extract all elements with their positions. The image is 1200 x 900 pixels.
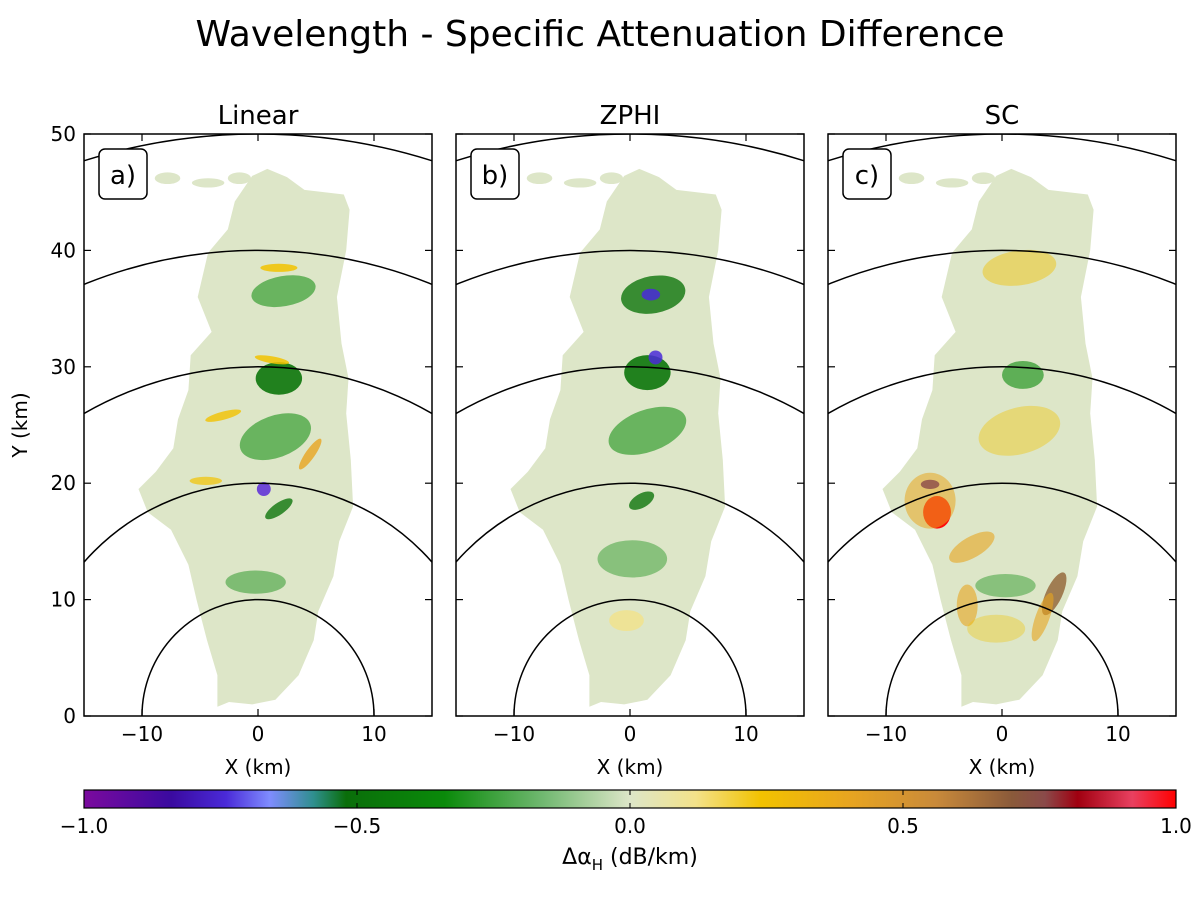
- attenuation-feature: [920, 479, 940, 490]
- attenuation-feature: [265, 498, 293, 520]
- echo-fragment: [191, 178, 225, 188]
- echo-field: [882, 168, 1098, 707]
- y-tick-label: 40: [51, 238, 76, 262]
- panel-tag-label: a): [110, 161, 136, 191]
- echo-fragment: [898, 172, 925, 185]
- x-tick-label: 0: [624, 722, 637, 746]
- range-ring-30km: [456, 366, 804, 415]
- colorbar: −1.0 −0.5 0.0 0.5 1.0 ΔαH (dB/km): [60, 789, 1192, 874]
- range-ring-40km: [84, 249, 432, 286]
- attenuation-feature: [904, 472, 956, 529]
- x-axis-label: X (km): [597, 755, 664, 779]
- attenuation-feature: [975, 573, 1036, 598]
- attenuation-feature: [189, 476, 223, 485]
- panel-3: −10 0 10 SC c) X (km): [827, 101, 1177, 779]
- panel-1: −10 0 10 0 10 20 30 40 50 Linear a) X (km): [51, 101, 433, 779]
- plot-area: [828, 134, 1176, 716]
- echo-fragment: [154, 172, 181, 185]
- figure-title: Wavelength - Specific Attenuation Differ…: [195, 14, 1004, 55]
- x-tick-label: 0: [252, 722, 265, 746]
- colorbar-label: ΔαH (dB/km): [562, 845, 698, 874]
- colorbar-tick-label: 1.0: [1160, 814, 1192, 838]
- colorbar-label-subscript: H: [592, 856, 603, 874]
- attenuation-feature: [298, 438, 322, 470]
- colorbar-tick-label: 0.0: [614, 814, 646, 838]
- plot-area: [84, 134, 432, 716]
- x-tick-label: 0: [996, 722, 1009, 746]
- attenuation-feature: [608, 406, 687, 455]
- range-ring-10km: [885, 598, 1119, 716]
- attenuation-feature: [1031, 592, 1054, 642]
- attenuation-feature: [949, 531, 995, 563]
- y-tick-label: 50: [51, 122, 76, 146]
- attenuation-feature: [978, 405, 1061, 456]
- panel-title: SC: [985, 101, 1020, 131]
- range-ring-20km: [456, 482, 804, 564]
- attenuation-feature: [641, 288, 661, 301]
- attenuation-feature: [1002, 360, 1044, 389]
- y-axis-label: Y (km): [8, 392, 32, 458]
- echo-fragment: [935, 178, 969, 188]
- panel-title: ZPHI: [600, 101, 661, 131]
- colorbar-tick-label: 0.5: [887, 814, 919, 838]
- range-ring-10km: [141, 598, 375, 716]
- range-ring-10km: [513, 598, 747, 716]
- range-ring-20km: [828, 482, 1176, 564]
- x-axis-label: X (km): [969, 755, 1036, 779]
- panel-tag-label: b): [482, 161, 509, 191]
- attenuation-feature: [251, 275, 316, 308]
- attenuation-feature: [982, 249, 1057, 286]
- echo-fragment: [526, 172, 553, 185]
- x-tick-label: 10: [1105, 722, 1130, 746]
- attenuation-feature: [609, 610, 644, 632]
- y-tick-label: 20: [51, 471, 76, 495]
- range-ring-30km: [828, 366, 1176, 415]
- x-tick-label: −10: [493, 722, 535, 746]
- colorbar-label-unit: (dB/km): [603, 845, 698, 870]
- attenuation-feature: [225, 570, 286, 594]
- attenuation-feature: [967, 614, 1026, 643]
- panel-tag-box: [842, 148, 892, 200]
- panel-tag: c): [842, 148, 892, 200]
- range-ring-40km: [828, 249, 1176, 286]
- panel-tag-label: c): [855, 161, 879, 191]
- y-tick-label: 30: [51, 355, 76, 379]
- echo-fragment: [599, 172, 624, 185]
- panel-tag: a): [98, 148, 148, 200]
- attenuation-feature: [256, 482, 271, 497]
- plot-area: [456, 134, 804, 716]
- attenuation-feature: [205, 409, 242, 422]
- echo-fragment: [227, 172, 252, 185]
- panel-tag-box: [98, 148, 148, 200]
- x-tick-label: −10: [121, 722, 163, 746]
- range-ring-40km: [456, 249, 804, 286]
- attenuation-feature: [597, 540, 668, 578]
- range-ring-30km: [84, 366, 432, 415]
- attenuation-feature: [260, 263, 298, 272]
- attenuation-feature: [629, 491, 655, 510]
- range-ring-20km: [84, 482, 432, 564]
- attenuation-feature: [239, 413, 312, 461]
- y-tick-label: 0: [63, 704, 76, 728]
- panel-title: Linear: [218, 101, 299, 131]
- attenuation-feature: [648, 350, 663, 365]
- echo-fragment: [971, 172, 996, 185]
- colorbar-tick-label: −0.5: [333, 814, 382, 838]
- colorbar-tick-label: −1.0: [60, 814, 109, 838]
- x-tick-label: −10: [865, 722, 907, 746]
- panel-tag-box: [470, 148, 520, 200]
- attenuation-feature: [624, 355, 671, 391]
- y-tick-label: 10: [51, 588, 76, 612]
- attenuation-feature: [255, 362, 303, 395]
- echo-fragment: [563, 178, 597, 188]
- panel-2: −10 0 10 ZPHI b) X (km): [455, 101, 805, 779]
- x-tick-label: 10: [361, 722, 386, 746]
- panel-tag: b): [470, 148, 520, 200]
- x-tick-label: 10: [733, 722, 758, 746]
- colorbar-ticks: −1.0 −0.5 0.0 0.5 1.0: [60, 790, 1192, 838]
- attenuation-feature: [254, 355, 290, 365]
- panels: −10 0 10 0 10 20 30 40 50 Linear a) X (km) −10 0 10 ZPH…: [8, 101, 1177, 779]
- x-axis-label: X (km): [225, 755, 292, 779]
